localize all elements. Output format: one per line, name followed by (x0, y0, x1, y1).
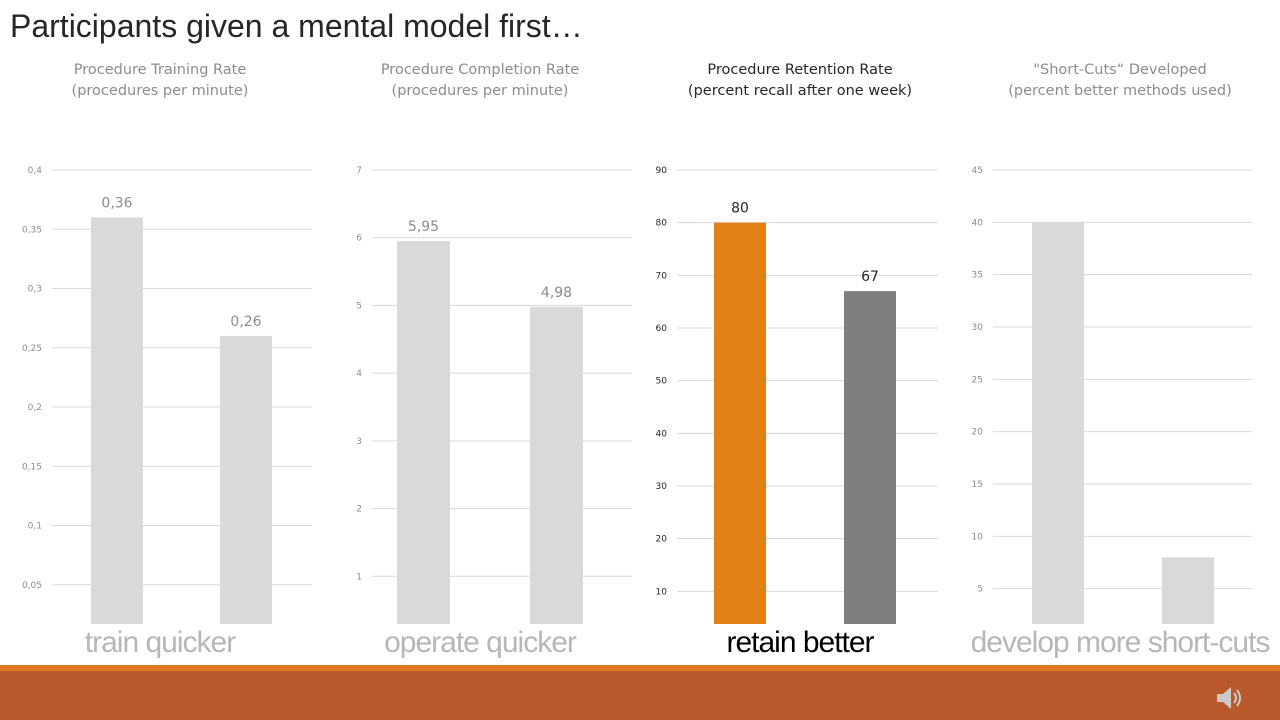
chart-title-line1: Procedure Training Rate (73, 62, 247, 78)
y-tick-label: 7 (356, 166, 362, 176)
bar-model (397, 241, 450, 624)
y-tick-label: 4 (356, 369, 362, 379)
speaker-icon[interactable] (1214, 683, 1244, 713)
data-label: 5,95 (408, 219, 439, 235)
y-tick-label: 0,35 (22, 225, 42, 235)
chart-title: Procedure Retention Rate (percent recall… (640, 60, 960, 102)
footer-accent-line (0, 665, 1280, 671)
chart-panel-completion: Procedure Completion Rate (procedures pe… (320, 56, 640, 666)
bar-chart-training: 00,050,10,150,20,250,30,350,40,36Model0,… (22, 166, 312, 624)
y-tick-label: 6 (356, 234, 362, 244)
y-tick-label: 30 (656, 482, 668, 492)
y-tick-label: 0,4 (28, 166, 43, 176)
data-label: 4,98 (541, 285, 572, 301)
chart-caption: develop more short-cuts (970, 626, 1271, 659)
y-tick-label: 25 (972, 375, 983, 385)
y-tick-label: 15 (972, 480, 983, 490)
chart-panel-retention: Procedure Retention Rate (percent recall… (640, 56, 960, 666)
y-tick-label: 50 (656, 377, 668, 387)
y-tick-label: 3 (356, 437, 362, 447)
bar-chart-retention: 010203040506070809080Model67Rote Instruc… (656, 166, 938, 624)
bar-rote-instructions (1162, 557, 1214, 624)
y-tick-label: 30 (972, 323, 984, 333)
y-tick-label: 20 (972, 428, 984, 438)
y-tick-label: 0,3 (28, 285, 42, 295)
y-tick-label: 60 (656, 324, 668, 334)
footer-bar (0, 671, 1280, 720)
data-label: 0,26 (230, 314, 261, 330)
chart-panel-shortcuts: "Short-Cuts“ Developed (percent better m… (960, 56, 1280, 666)
chart-title: Procedure Training Rate (procedures per … (0, 60, 320, 102)
bar-rote-instructions (844, 291, 896, 624)
bar-rote-instructions (530, 306, 583, 624)
bar-chart-shortcuts: 051015202530354045ModelRote Instructions (972, 166, 1252, 624)
y-tick-label: 10 (972, 532, 984, 542)
bar-model (1032, 222, 1084, 624)
y-tick-label: 0,05 (22, 581, 42, 591)
y-tick-label: 35 (972, 271, 983, 281)
y-tick-label: 5 (356, 301, 362, 311)
chart-caption: train quicker (84, 626, 236, 659)
chart-title: Procedure Completion Rate (procedures pe… (320, 60, 640, 102)
chart-title-line2: (procedures per minute) (391, 83, 569, 99)
data-label: 67 (861, 269, 879, 285)
y-tick-label: 0,25 (22, 344, 42, 354)
chart-title-line1: Procedure Completion Rate (380, 62, 580, 78)
bar-chart-completion: 012345675,95Model4,98Rote Instructions (356, 166, 632, 624)
chart-panel-training: Procedure Training Rate (procedures per … (0, 56, 320, 666)
chart-title-line1: "Short-Cuts“ Developed (1033, 62, 1207, 78)
y-tick-label: 40 (656, 429, 668, 439)
chart-caption: operate quicker (384, 626, 577, 659)
y-tick-label: 2 (356, 505, 362, 515)
y-tick-label: 10 (656, 587, 668, 597)
chart-title-line2: (procedures per minute) (71, 83, 249, 99)
data-label: 0,36 (101, 195, 132, 211)
y-tick-label: 90 (656, 166, 668, 176)
y-tick-label: 80 (656, 219, 668, 229)
bar-rote-instructions (220, 335, 272, 624)
y-tick-label: 40 (972, 218, 984, 228)
y-tick-label: 0,1 (28, 522, 42, 532)
bar-model (91, 217, 143, 624)
y-tick-label: 0,2 (28, 403, 42, 413)
bar-model (714, 222, 766, 624)
y-tick-label: 20 (656, 535, 668, 545)
chart-title-line2: (percent recall after one week) (687, 83, 913, 99)
chart-caption: retain better (726, 626, 874, 659)
y-tick-label: 45 (972, 166, 983, 176)
chart-title-line1: Procedure Retention Rate (707, 62, 893, 78)
data-label: 80 (731, 201, 749, 217)
chart-title: "Short-Cuts“ Developed (percent better m… (960, 60, 1280, 102)
y-tick-label: 0,15 (22, 462, 42, 472)
y-tick-label: 1 (356, 572, 362, 582)
chart-title-line2: (percent better methods used) (1008, 83, 1232, 99)
y-tick-label: 70 (656, 271, 668, 281)
slide-title: Participants given a mental model first… (10, 8, 583, 44)
y-tick-label: 5 (977, 585, 983, 595)
